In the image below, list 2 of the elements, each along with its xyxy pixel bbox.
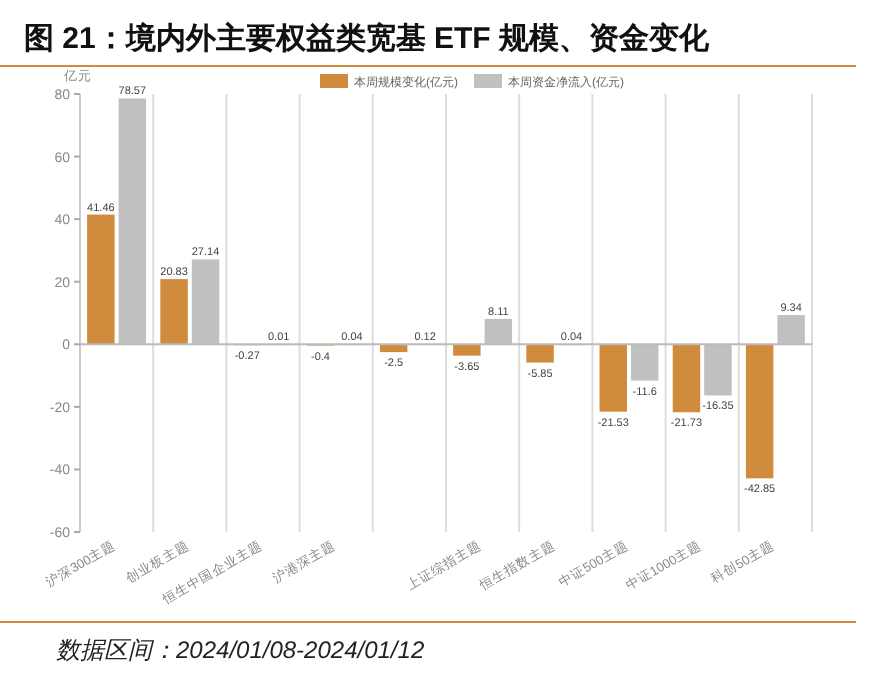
text: 数据区间：2024/01/08-2024/01/12 (56, 636, 425, 664)
chart-title: 图 21：境内外主要权益类宽基 ETF 规模、资金变化 (24, 20, 712, 56)
